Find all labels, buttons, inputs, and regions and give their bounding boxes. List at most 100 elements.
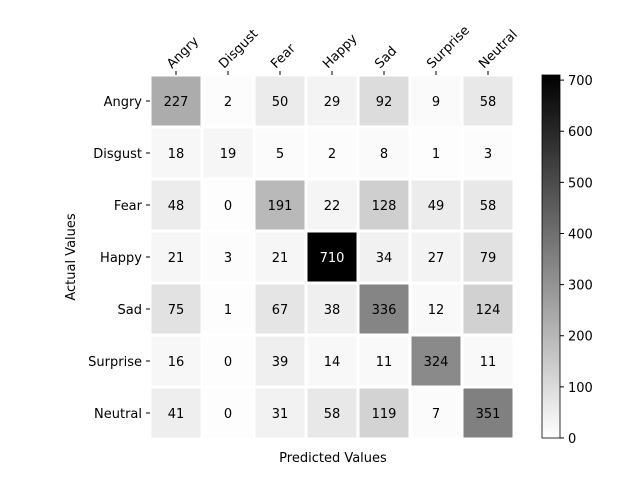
heatmap-cell xyxy=(151,76,201,126)
heatmap-cell xyxy=(463,284,513,334)
x-tick-labels: Angry Disgust Fear Happy Sad Surprise Neutral xyxy=(164,23,521,75)
y-tick-label: Happy xyxy=(100,251,142,266)
cell-value-label: 0 xyxy=(224,355,232,370)
x-tick-label: Surprise xyxy=(424,23,473,72)
heatmap-cell xyxy=(307,284,357,334)
heatmap-cell xyxy=(411,128,461,178)
cell-value-label: 11 xyxy=(376,355,393,370)
heatmap-cell xyxy=(307,232,357,282)
heatmap-cell xyxy=(463,76,513,126)
cell-value-label: 0 xyxy=(224,199,232,214)
heatmap-cell xyxy=(463,180,513,230)
x-tick-label: Fear xyxy=(268,41,299,72)
cell-value-label: 3 xyxy=(224,251,232,266)
heatmap-cell xyxy=(151,284,201,334)
heatmap-cell xyxy=(151,388,201,438)
cell-value-label: 38 xyxy=(324,303,341,318)
cell-value-label: 27 xyxy=(428,251,445,266)
heatmap-cell xyxy=(359,128,409,178)
heatmap-cell xyxy=(151,180,201,230)
colorbar-tick-label: 0 xyxy=(568,432,576,447)
heatmap-cell xyxy=(203,180,253,230)
heatmap-cell xyxy=(307,76,357,126)
cell-value-label: 58 xyxy=(480,95,497,110)
colorbar-tick-label: 500 xyxy=(568,176,593,191)
cell-value-label: 1 xyxy=(432,147,440,162)
heatmap-cell xyxy=(307,336,357,386)
heatmap-cell xyxy=(203,76,253,126)
heatmap-cell xyxy=(255,76,305,126)
cell-value-label: 1 xyxy=(224,303,232,318)
cell-value-label: 19 xyxy=(220,147,237,162)
heatmap-cell xyxy=(359,388,409,438)
cell-value-label: 191 xyxy=(268,199,293,214)
heatmap-cell xyxy=(255,128,305,178)
x-tick-label: Angry xyxy=(164,34,202,72)
cell-value-label: 75 xyxy=(168,303,185,318)
heatmap-cell xyxy=(359,76,409,126)
heatmap-cell xyxy=(411,180,461,230)
cell-value-label: 351 xyxy=(476,407,501,422)
cell-value-label: 128 xyxy=(372,199,397,214)
heatmap-cell xyxy=(151,336,201,386)
colorbar-tick-label: 400 xyxy=(568,227,593,242)
heatmap-cell xyxy=(359,284,409,334)
heatmap-cell xyxy=(359,336,409,386)
cell-value-label: 3 xyxy=(484,147,492,162)
cell-value-label: 49 xyxy=(428,199,445,214)
cell-value-label: 50 xyxy=(272,95,289,110)
cell-value-label: 14 xyxy=(324,355,341,370)
y-tick-label: Neutral xyxy=(94,407,142,422)
heatmap-cell xyxy=(463,336,513,386)
heatmap-cell xyxy=(411,232,461,282)
cell-value-label: 21 xyxy=(272,251,289,266)
cell-value-label: 11 xyxy=(480,355,497,370)
colorbar-tick-label: 200 xyxy=(568,330,593,345)
cell-value-label: 39 xyxy=(272,355,289,370)
heatmap-cell xyxy=(411,336,461,386)
cell-value-label: 12 xyxy=(428,303,445,318)
heatmap-cell xyxy=(151,128,201,178)
cell-value-label: 16 xyxy=(168,355,185,370)
heatmap-cell xyxy=(203,284,253,334)
cell-value-label: 29 xyxy=(324,95,341,110)
colorbar-tick-label: 700 xyxy=(568,74,593,89)
heatmap-cell xyxy=(255,388,305,438)
heatmap-cell xyxy=(411,284,461,334)
heatmap-cell xyxy=(151,232,201,282)
cell-value-label: 2 xyxy=(328,147,336,162)
heatmap-cell xyxy=(307,180,357,230)
heatmap-cell xyxy=(307,128,357,178)
cell-value-label: 7 xyxy=(432,407,440,422)
cell-value-label: 119 xyxy=(372,407,397,422)
y-axis-label: Actual Values xyxy=(64,213,79,301)
cell-value-label: 710 xyxy=(320,251,345,266)
colorbar-tick-label: 600 xyxy=(568,125,593,140)
y-tick-label: Disgust xyxy=(93,147,142,162)
cell-value-label: 8 xyxy=(380,147,388,162)
y-tick-labels: Angry Disgust Fear Happy Sad Surprise Neutral xyxy=(88,95,150,422)
cell-value-label: 18 xyxy=(168,147,185,162)
heatmap-cell xyxy=(359,180,409,230)
heatmap-cell xyxy=(203,388,253,438)
y-tick-label: Fear xyxy=(114,199,143,214)
colorbar: 0 100 200 300 400 500 600 700 xyxy=(541,74,593,447)
cell-value-label: 324 xyxy=(424,355,449,370)
heatmap-cell xyxy=(463,388,513,438)
cell-value-label: 34 xyxy=(376,251,393,266)
heatmap-cell xyxy=(203,232,253,282)
cell-value-label: 31 xyxy=(272,407,289,422)
heatmap-cell xyxy=(255,232,305,282)
cell-value-label: 41 xyxy=(168,407,185,422)
cell-value-label: 336 xyxy=(372,303,397,318)
cell-value-label: 124 xyxy=(476,303,501,318)
heatmap-cell xyxy=(203,336,253,386)
cell-value-label: 5 xyxy=(276,147,284,162)
heatmap-cell xyxy=(255,336,305,386)
x-tick-label: Disgust xyxy=(216,27,261,72)
cell-value-label: 2 xyxy=(224,95,232,110)
y-tick-label: Sad xyxy=(118,303,142,318)
heatmap-cell xyxy=(411,76,461,126)
